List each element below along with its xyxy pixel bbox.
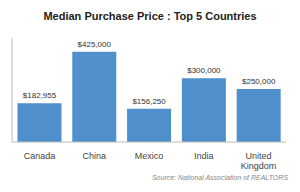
html-text:Median Purchase Price : Top 5: Median Purchase Price : Top 5 Countries — [43, 10, 257, 22]
svg-text:UnitedKingdom: UnitedKingdom — [241, 151, 277, 171]
svg-text:Canada: Canada — [24, 151, 56, 161]
html-text:Source: National Association o: Source: National Association of REALTORS — [152, 174, 288, 181]
svg-text:China: China — [82, 151, 106, 161]
svg-text:$250,000: $250,000 — [242, 77, 276, 86]
svg-text:$425,000: $425,000 — [78, 40, 112, 49]
svg-text:Mexico: Mexico — [135, 151, 164, 161]
svg-text:$300,000: $300,000 — [187, 66, 221, 75]
svg-text:$182,955: $182,955 — [23, 91, 57, 100]
svg-text:India: India — [194, 151, 214, 161]
svg-text:$156,250: $156,250 — [132, 97, 166, 106]
